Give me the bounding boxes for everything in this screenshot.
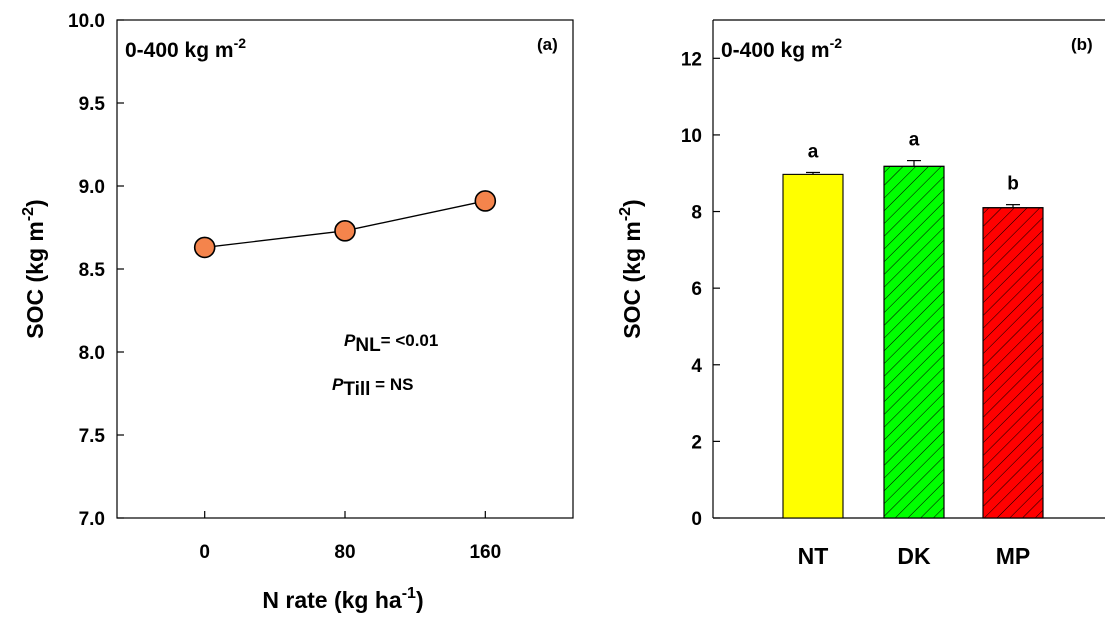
y-tick-label: 7.5 — [79, 426, 106, 447]
y-tick-label: 4 — [691, 356, 702, 377]
y-tick-label: 12 — [681, 49, 702, 70]
panel-a-y-axis-title: SOC (kg m-2) — [20, 199, 48, 338]
panel-a-y-axis: 7.0 7.5 8.0 8.5 9.0 9.5 10.0 — [68, 11, 124, 530]
panel-a-depth-label: 0-400 kg m-2 — [125, 35, 246, 62]
y-tick-label: 7.0 — [79, 509, 105, 530]
bar-nt — [782, 173, 844, 519]
panel-b-y-axis-title: SOC (kg m-2) — [617, 199, 645, 338]
panel-b-bars: a NT a DK b MP — [782, 130, 1044, 569]
x-tick-label: MP — [996, 543, 1031, 569]
bar-hatch-dk — [883, 165, 945, 519]
bar-hatch-mp — [982, 207, 1044, 519]
panel-a-line-chart: 7.0 7.5 8.0 8.5 9.0 9.5 10.0 0 80 160 0-400 kg m… — [20, 11, 574, 613]
panel-a-x-axis: 0 80 160 — [199, 511, 501, 563]
y-tick-label: 8 — [691, 203, 702, 224]
data-point — [474, 190, 497, 212]
annotation-p-nl: PNL= <0.01 — [344, 331, 438, 356]
significance-letter: b — [1007, 174, 1019, 195]
significance-letter: a — [909, 130, 920, 151]
y-tick-label: 9.0 — [79, 177, 105, 198]
data-point — [193, 236, 216, 259]
panel-a-label: (a) — [537, 35, 558, 54]
y-tick-label: 10.0 — [68, 11, 105, 32]
y-tick-label: 6 — [691, 279, 702, 300]
x-tick-label: NT — [798, 543, 829, 569]
annotation-p-till: PTill = NS — [332, 375, 413, 400]
x-tick-label: DK — [897, 543, 931, 569]
y-tick-label: 8.5 — [79, 260, 106, 281]
y-tick-label: 9.5 — [79, 94, 106, 115]
panel-b-y-axis: 0 2 4 6 8 10 12 — [681, 49, 720, 530]
x-tick-label: 80 — [334, 542, 355, 563]
panel-b-depth-label: 0-400 kg m-2 — [721, 35, 842, 62]
panel-a-series — [193, 190, 497, 259]
panel-a-plot-frame — [116, 19, 574, 519]
y-tick-label: 2 — [691, 432, 702, 453]
x-tick-label: 0 — [199, 542, 210, 563]
data-point — [334, 220, 356, 242]
y-tick-label: 8.0 — [79, 343, 105, 364]
y-tick-label: 0 — [691, 509, 702, 530]
y-tick-label: 10 — [681, 126, 702, 147]
panel-a-x-axis-title: N rate (kg ha-1) — [262, 585, 423, 613]
significance-letter: a — [808, 141, 819, 162]
x-tick-label: 160 — [469, 542, 501, 563]
panel-b-label: (b) — [1071, 35, 1093, 54]
panel-b-bar-chart: 0 2 4 6 8 10 12 a NT a DK b MP 0-400 kg m-2 (b) SOC… — [617, 19, 1105, 569]
